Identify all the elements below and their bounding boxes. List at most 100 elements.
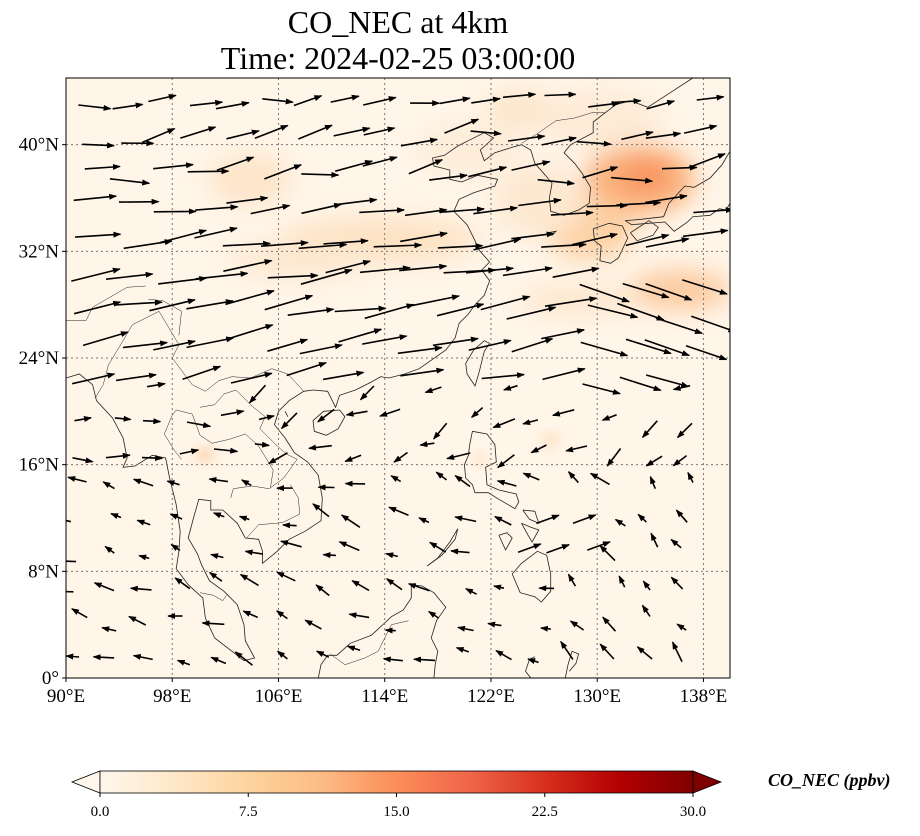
wind-arrow (174, 577, 191, 590)
wind-arrow (333, 126, 371, 137)
wind-arrow (315, 584, 330, 597)
wind-arrow (390, 475, 402, 483)
wind-arrow (599, 544, 616, 562)
wind-arrow (552, 266, 600, 278)
coastline (411, 584, 447, 678)
wind-arrow (493, 584, 505, 591)
wind-arrow (66, 519, 72, 523)
wind-arrow (166, 480, 180, 486)
coastline (498, 532, 513, 551)
wind-arrow (541, 328, 586, 340)
wind-arrow (536, 514, 560, 525)
wind-arrow (645, 374, 690, 388)
wind-arrow (582, 166, 619, 179)
wind-arrow (611, 98, 642, 105)
wind-arrow (494, 515, 512, 526)
wind-arrow (208, 571, 223, 582)
wind-arrow (138, 554, 150, 561)
wind-arrow (338, 541, 360, 552)
wind-arrow (340, 514, 361, 528)
wind-arrow (457, 625, 474, 632)
wind-arrow (276, 571, 296, 582)
wind-arrow (348, 612, 370, 619)
wind-arrow (114, 415, 132, 422)
wind-arrow (622, 282, 670, 299)
wind-arrow (433, 422, 448, 440)
wind-arrow (511, 160, 551, 171)
wind-arrow (186, 299, 234, 310)
wind-arrow (582, 383, 621, 395)
wind-arrow (264, 164, 303, 180)
wind-arrow (646, 100, 676, 110)
wind-arrow (468, 339, 512, 351)
wind-arrow (481, 372, 525, 380)
coastline (426, 528, 459, 567)
wind-arrow (599, 643, 615, 660)
wind-arrow (195, 204, 239, 211)
coastline (284, 411, 289, 417)
coastline (511, 550, 552, 603)
wind-arrow (601, 414, 617, 421)
wind-arrow (672, 384, 691, 391)
wind-arrow (672, 454, 688, 467)
wind-arrow (450, 548, 470, 555)
wind-arrow (675, 509, 688, 523)
wind-arrow (473, 205, 519, 215)
wind-arrow (588, 100, 621, 108)
wind-arrow (82, 142, 116, 149)
lat-tick-label: 40°N (19, 135, 60, 156)
wind-arrow (250, 203, 291, 215)
wind-arrow (359, 385, 375, 401)
wind-arrow (693, 207, 730, 214)
wind-arrow (496, 479, 517, 487)
wind-arrow (408, 158, 444, 175)
wind-arrow (400, 367, 445, 377)
wind-arrow (330, 94, 360, 103)
wind-arrow (267, 338, 309, 352)
lon-tick-label: 106°E (255, 686, 303, 707)
wind-arrow (551, 409, 575, 417)
wind-arrow (492, 418, 516, 429)
wind-arrow (649, 475, 657, 490)
wind-arrow (312, 503, 330, 518)
colorbar-extend-min (70, 770, 101, 794)
wind-arrow (176, 659, 191, 666)
country-border (200, 592, 227, 602)
wind-arrow (153, 339, 196, 351)
coastline (592, 222, 629, 264)
wind-arrow (400, 137, 439, 147)
wind-arrow (537, 178, 576, 186)
wind-arrow (344, 454, 362, 463)
wind-arrow (129, 585, 152, 592)
wind-arrow (419, 441, 435, 448)
wind-arrow (363, 126, 396, 136)
lon-tick-label: 122°E (467, 686, 515, 707)
wind-arrow (625, 233, 670, 247)
wind-arrow (105, 452, 131, 459)
country-border (164, 409, 182, 460)
wind-arrow (502, 91, 537, 99)
wind-arrow (471, 96, 501, 104)
wind-arrow (128, 615, 147, 626)
wind-arrow (618, 575, 626, 588)
wind-arrow (385, 578, 403, 591)
wind-arrow (650, 532, 659, 548)
wind-arrow (400, 231, 448, 243)
wind-arrow (104, 545, 115, 554)
wind-arrow (170, 543, 181, 551)
wind-arrow (239, 573, 259, 587)
wind-arrow (315, 650, 330, 658)
wind-arrow (645, 455, 663, 467)
wind-arrow (676, 623, 687, 631)
wind-arrow (101, 626, 117, 633)
colorbar-label: CO_NEC (ppbv) (768, 770, 891, 790)
colorbar-ticks: 0.0 7.5 15.0 22.5 30.0 (91, 793, 706, 820)
wind-arrow (670, 538, 682, 549)
wind-arrow (373, 242, 423, 249)
wind-arrow (670, 576, 684, 590)
wind-arrow (293, 95, 323, 107)
wind-arrow (335, 197, 378, 206)
wind-arrow (569, 620, 585, 631)
wind-arrow (580, 341, 629, 357)
wind-arrow (385, 552, 398, 559)
